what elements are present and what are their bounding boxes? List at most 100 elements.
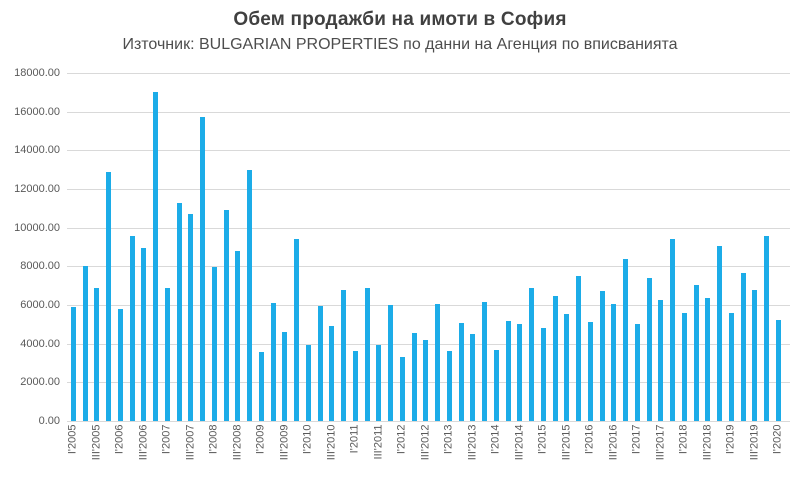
bar-I'2015: [540, 328, 546, 421]
y-axis-tick-label: 10000.00: [14, 221, 60, 234]
gridline: [67, 150, 790, 152]
bar-IV'2013: [482, 302, 488, 421]
bar-II'2017: [646, 277, 652, 421]
y-axis-tick-label: 12000.00: [14, 183, 60, 195]
bar-II'2019: [740, 273, 746, 421]
bar-I'2013: [446, 351, 452, 421]
x-axis-tick-label: I'2014: [489, 424, 502, 455]
chart-subtitle: Източник: BULGARIAN PROPERTIES по данни …: [122, 36, 678, 53]
x-axis-tick-label: I'2008: [207, 424, 220, 455]
x-axis-tick-label: III'2014: [513, 424, 526, 461]
x-axis-tick-label: III'2019: [748, 424, 761, 461]
bar-IV'2019: [764, 236, 770, 421]
bar-IV'2006: [153, 92, 159, 421]
bar-I'2017: [634, 324, 640, 421]
x-axis-tick-label: III'2017: [654, 424, 667, 461]
y-axis-tick-label: 4000.00: [20, 337, 60, 350]
x-axis-tick-label: I'2011: [348, 424, 361, 454]
x-axis-tick-label: III'2005: [90, 424, 103, 461]
y-axis-tick-label: 18000.00: [14, 67, 60, 79]
bar-III'2011: [376, 344, 382, 421]
bar-IV'2018: [717, 246, 723, 421]
bar-II'2009: [270, 303, 276, 421]
gridline: [67, 189, 790, 190]
bar-IV'2007: [200, 117, 206, 421]
gridline: [67, 73, 790, 74]
bar-III'2017: [658, 300, 664, 421]
y-axis-tick-label: 14000.00: [14, 144, 60, 157]
x-axis-tick-label: I'2019: [724, 424, 737, 455]
bar-IV'2005: [106, 171, 112, 421]
bar-IV'2011: [388, 305, 394, 421]
bar-III'2012: [423, 339, 429, 421]
gridline: [67, 382, 790, 384]
bar-II'2008: [223, 210, 229, 421]
x-axis-tick-label: III'2006: [137, 424, 150, 461]
bar-I'2011: [352, 351, 358, 421]
bar-III'2014: [517, 324, 523, 421]
bar-III'2019: [752, 289, 758, 421]
bar-II'2006: [129, 236, 135, 421]
x-axis-tick-label: I'2010: [301, 424, 314, 455]
x-axis-tick-label: III'2009: [278, 424, 291, 461]
x-axis-tick-label: III'2007: [184, 424, 197, 461]
x-axis-tick-label: III'2012: [419, 424, 432, 461]
bar-I'2010: [305, 344, 311, 421]
x-axis-tick-label: I'2015: [536, 424, 549, 455]
bar-IV'2008: [247, 169, 253, 421]
x-axis-tick-label: I'2020: [771, 424, 784, 455]
bar-III'2015: [564, 313, 570, 421]
x-axis-tick-label: I'2018: [677, 424, 690, 455]
chart-title: Обем продажби на имоти в София: [233, 9, 567, 30]
gridline: [67, 266, 790, 268]
bar-III'2007: [188, 214, 194, 421]
bar-III'2005: [94, 287, 100, 421]
bar-III'2006: [141, 247, 147, 421]
bar-II'2007: [176, 202, 182, 421]
y-axis-tick-label: 0.00: [38, 415, 60, 427]
bar-II'2018: [693, 284, 699, 421]
bar-II'2012: [411, 333, 417, 421]
x-axis-tick-label: I'2007: [160, 424, 173, 455]
bar-I'2018: [681, 312, 687, 421]
bar-I'2012: [399, 357, 405, 421]
bar-I'2020: [775, 319, 781, 421]
x-axis-tick-label: I'2009: [254, 424, 267, 455]
x-axis-tick-label: I'2012: [395, 424, 408, 455]
x-axis-tick-label: I'2006: [113, 424, 126, 455]
bar-IV'2010: [341, 289, 347, 421]
bar-III'2009: [282, 332, 288, 421]
x-axis-tick-label: I'2016: [583, 424, 596, 455]
bar-IV'2012: [435, 304, 441, 421]
y-axis-tick-label: 16000.00: [14, 105, 60, 118]
x-axis-tick-label: III'2015: [560, 424, 573, 461]
y-axis-tick-label: 2000.00: [20, 376, 60, 389]
bar-II'2011: [364, 287, 370, 421]
bar-I'2005: [70, 306, 76, 421]
y-axis-tick-label: 8000.00: [20, 260, 60, 273]
bar-I'2019: [728, 312, 734, 421]
x-axis-tick-label: I'2005: [66, 424, 79, 455]
bar-II'2010: [317, 305, 323, 421]
gridline: [67, 227, 790, 229]
x-axis-tick-label: III'2013: [466, 424, 479, 461]
y-axis-tick-label: 6000.00: [20, 299, 60, 311]
x-axis-tick-label: III'2010: [325, 424, 338, 461]
bar-II'2005: [82, 266, 88, 421]
gridline: [67, 305, 790, 306]
bar-I'2008: [211, 267, 217, 421]
bar-IV'2015: [576, 276, 582, 421]
bar-I'2007: [164, 287, 170, 421]
x-axis-tick-label: III'2018: [701, 424, 714, 461]
gridline: [67, 111, 790, 113]
bar-I'2014: [493, 350, 499, 421]
x-axis-tick-label: III'2008: [231, 424, 244, 461]
x-axis-tick-label: III'2011: [372, 424, 385, 460]
bar-III'2010: [329, 326, 335, 421]
x-axis-tick-label: I'2017: [630, 424, 643, 455]
x-axis-tick-label: III'2016: [607, 424, 620, 461]
bar-II'2016: [599, 290, 605, 421]
bar-II'2014: [505, 321, 511, 421]
bar-III'2018: [705, 298, 711, 421]
